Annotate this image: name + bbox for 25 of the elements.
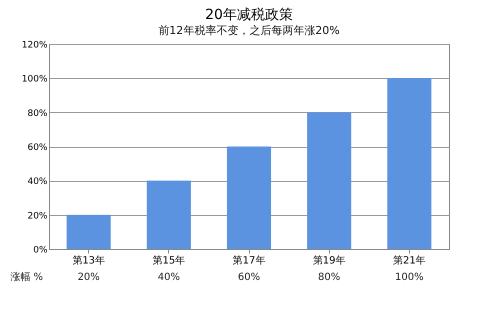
y-tick-label: 20% bbox=[27, 211, 48, 222]
data-label: 20% bbox=[78, 272, 100, 283]
data-label: 40% bbox=[158, 272, 180, 283]
x-tick-label: 第13年 bbox=[72, 254, 106, 266]
y-tick-label: 120% bbox=[22, 40, 48, 50]
y-tick-label: 60% bbox=[27, 143, 48, 153]
data-label: 80% bbox=[318, 272, 340, 283]
text: 涨幅 % bbox=[10, 271, 43, 283]
chart-subtitle: 前12年税率不变，之后每两年涨20% bbox=[158, 24, 340, 37]
x-tick-label: 第19年 bbox=[312, 254, 346, 266]
y-tick-label: 80% bbox=[27, 108, 48, 119]
y-tick-label: 0% bbox=[33, 246, 48, 256]
x-tick-label: 第17年 bbox=[232, 254, 266, 266]
data-label: 60% bbox=[238, 272, 260, 283]
bar bbox=[146, 180, 191, 249]
x-tick-label: 第21年 bbox=[392, 254, 426, 266]
bar bbox=[66, 214, 111, 249]
x-tick-label: 第15年 bbox=[152, 254, 186, 266]
y-tick-label: 40% bbox=[27, 177, 48, 188]
bar bbox=[226, 146, 272, 249]
bar bbox=[387, 78, 432, 249]
y-tick-label: 100% bbox=[22, 74, 48, 85]
data-label: 100% bbox=[395, 272, 424, 283]
bar bbox=[307, 112, 352, 249]
chart-title: 20年减税政策 bbox=[205, 7, 293, 23]
